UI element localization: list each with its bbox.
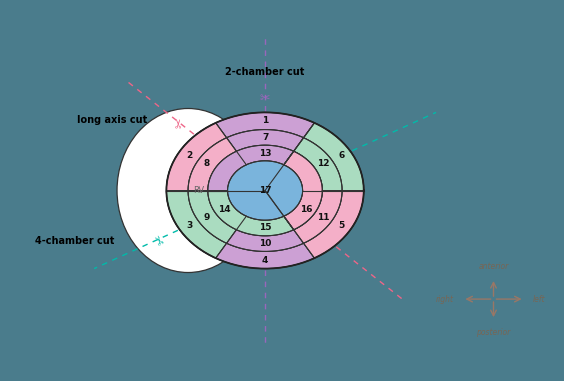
Polygon shape — [215, 112, 315, 138]
Polygon shape — [227, 230, 303, 251]
Polygon shape — [294, 190, 342, 243]
Text: 7: 7 — [262, 133, 268, 142]
Text: left: left — [533, 295, 545, 304]
Text: anterior: anterior — [478, 261, 509, 271]
Text: posterior: posterior — [477, 328, 510, 337]
Text: 6: 6 — [338, 151, 344, 160]
Text: 9: 9 — [204, 213, 210, 222]
Polygon shape — [208, 145, 294, 190]
Text: 14: 14 — [218, 205, 230, 214]
Polygon shape — [303, 123, 364, 190]
Text: RV: RV — [193, 186, 204, 195]
Text: ✂: ✂ — [260, 92, 270, 105]
Text: 2: 2 — [186, 151, 192, 160]
Text: 12: 12 — [317, 159, 329, 168]
Polygon shape — [188, 138, 236, 190]
Text: 15: 15 — [259, 224, 271, 232]
Text: 2-chamber cut: 2-chamber cut — [226, 67, 305, 77]
Text: long axis cut: long axis cut — [77, 115, 148, 125]
Text: 10: 10 — [259, 239, 271, 248]
Text: 4-chamber cut: 4-chamber cut — [35, 236, 114, 246]
Polygon shape — [284, 151, 322, 230]
Polygon shape — [208, 190, 294, 236]
Text: ✂: ✂ — [174, 118, 187, 128]
Text: 4: 4 — [262, 256, 268, 264]
Text: ✂: ✂ — [152, 231, 169, 246]
Polygon shape — [294, 138, 342, 190]
Polygon shape — [303, 190, 364, 258]
Ellipse shape — [227, 161, 302, 220]
Polygon shape — [166, 190, 227, 258]
Ellipse shape — [166, 112, 364, 269]
Polygon shape — [188, 190, 236, 243]
Text: 8: 8 — [204, 159, 210, 168]
Text: 13: 13 — [259, 149, 271, 157]
Text: 11: 11 — [317, 213, 329, 222]
Polygon shape — [166, 123, 227, 190]
Ellipse shape — [117, 109, 259, 272]
Text: 17: 17 — [259, 186, 271, 195]
Polygon shape — [284, 151, 322, 230]
Text: 1: 1 — [262, 117, 268, 125]
Text: 5: 5 — [338, 221, 344, 230]
Text: 3: 3 — [186, 221, 192, 230]
Polygon shape — [215, 243, 315, 269]
Text: right: right — [436, 295, 454, 304]
Text: 16: 16 — [300, 205, 312, 214]
Polygon shape — [227, 130, 303, 151]
